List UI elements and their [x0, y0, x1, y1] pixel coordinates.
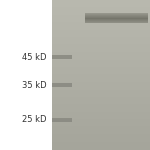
Bar — [52, 118, 72, 122]
Bar — [85, 22, 148, 23]
Bar — [85, 20, 148, 21]
Bar — [85, 17, 148, 18]
Text: 35 kD: 35 kD — [22, 81, 47, 90]
Bar — [52, 55, 72, 59]
Bar — [85, 18, 148, 19]
Text: 45 kD: 45 kD — [22, 52, 47, 62]
Bar — [85, 15, 148, 16]
Bar — [85, 21, 148, 22]
Bar — [85, 16, 148, 17]
Bar — [85, 13, 148, 14]
Bar — [85, 14, 148, 15]
Bar — [85, 19, 148, 20]
Text: 25 kD: 25 kD — [22, 116, 47, 124]
Bar — [52, 83, 72, 87]
